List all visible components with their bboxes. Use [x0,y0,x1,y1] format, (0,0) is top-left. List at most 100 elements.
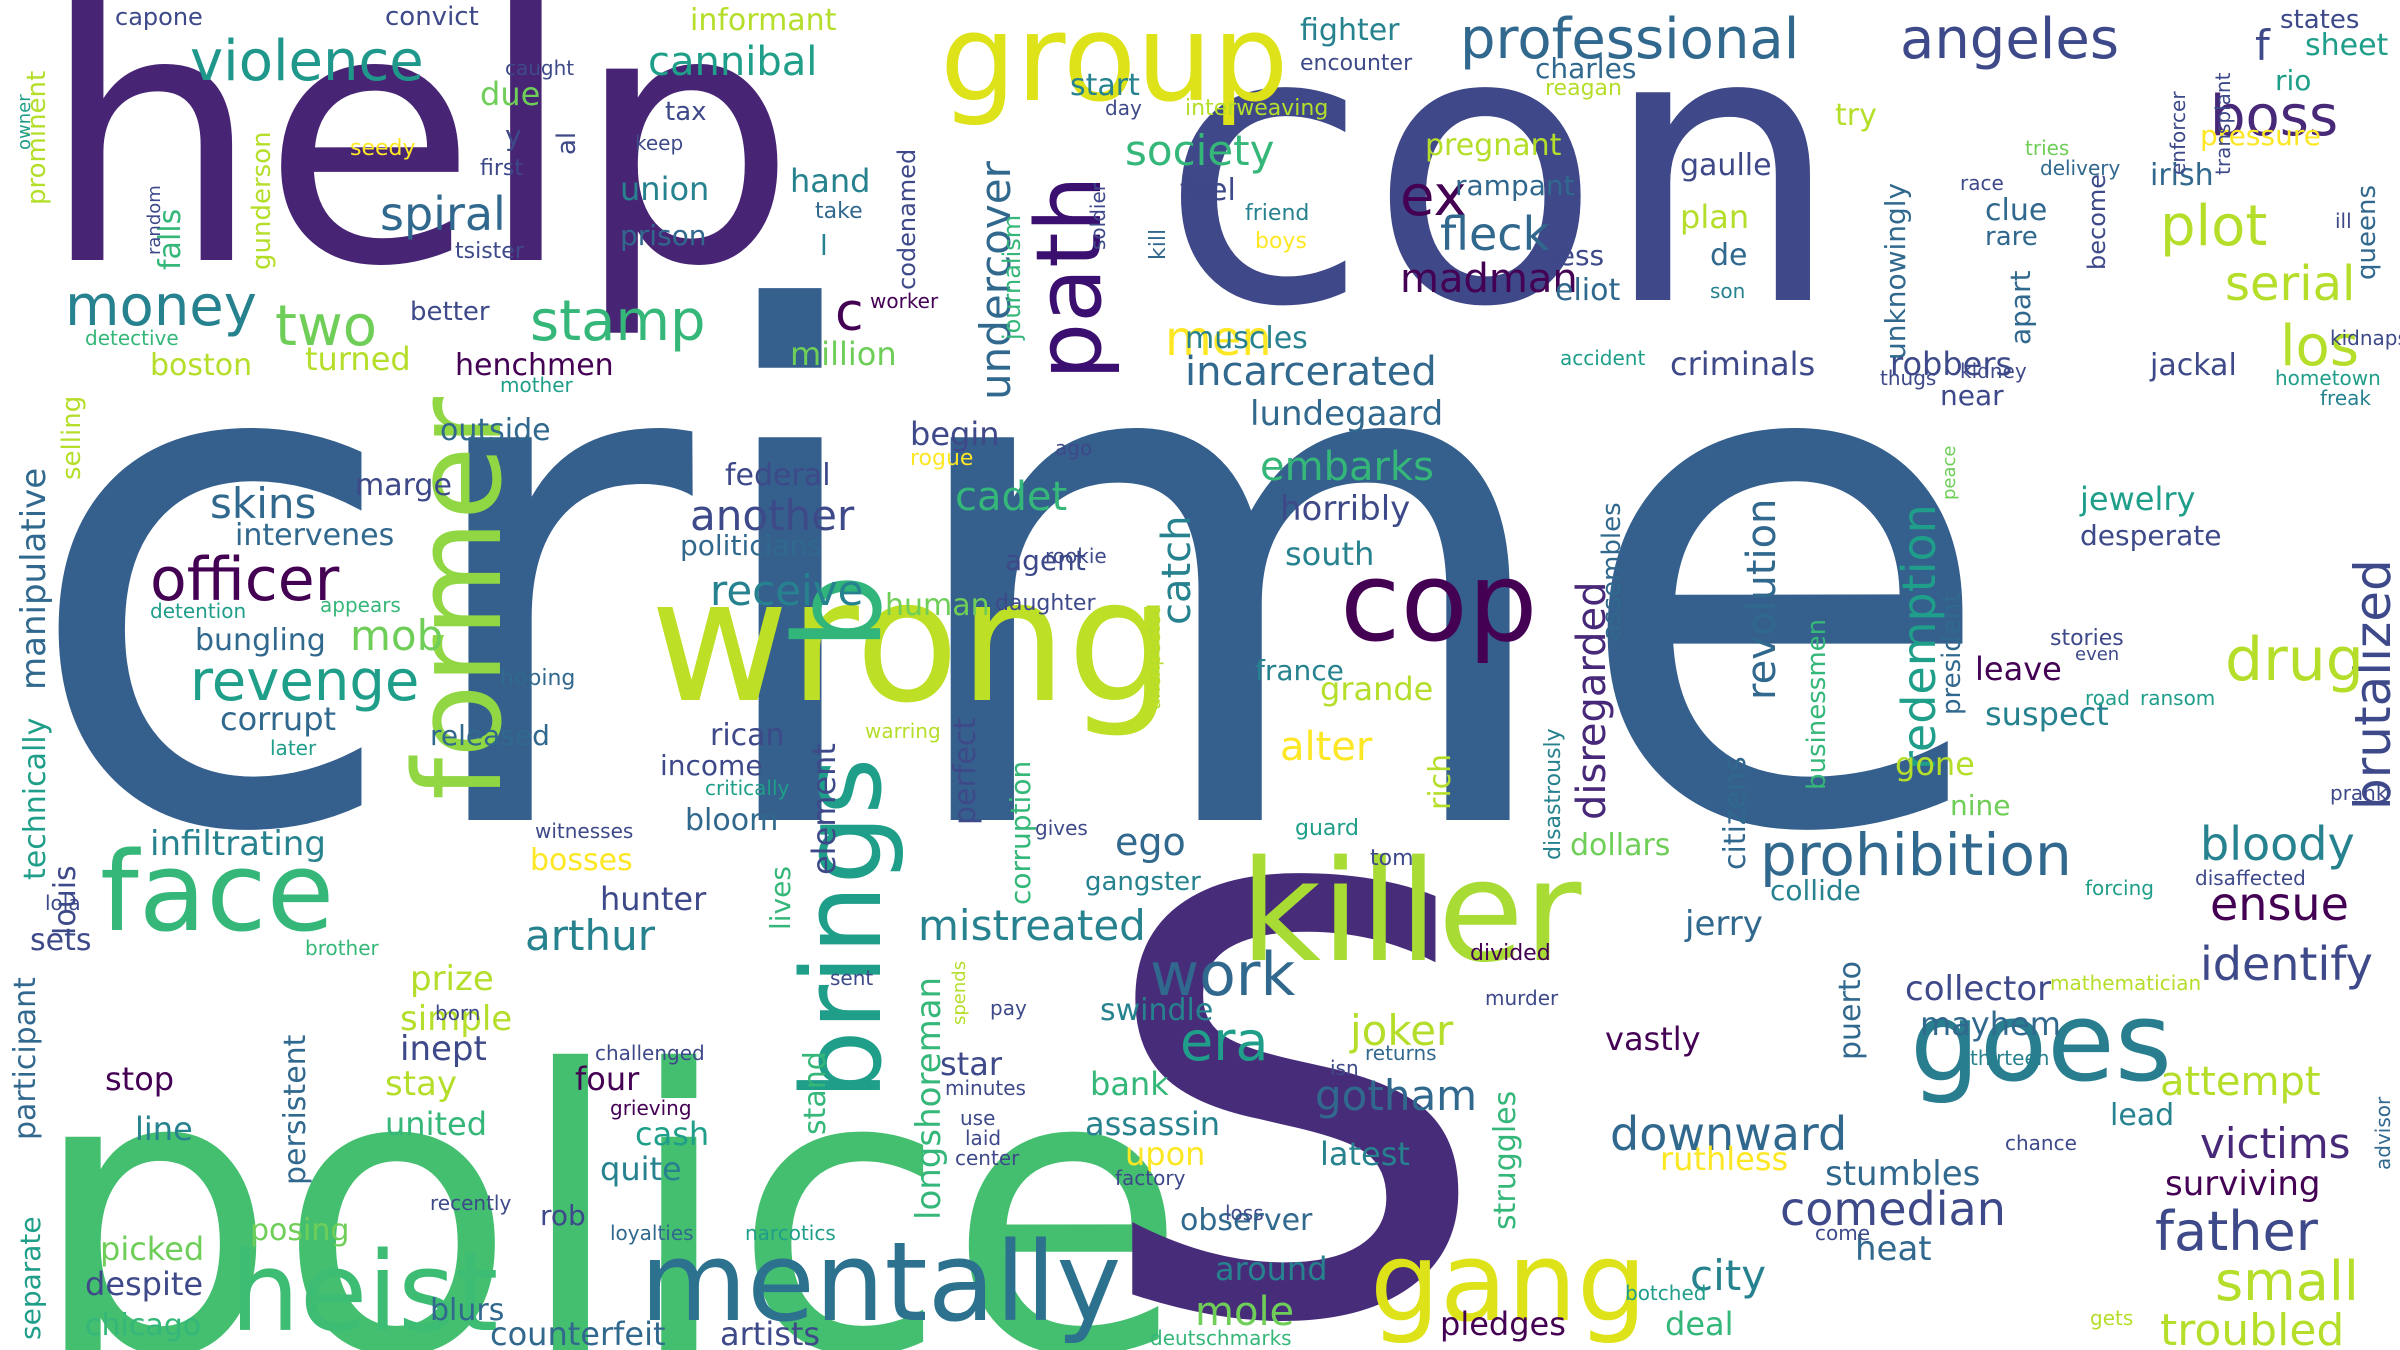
word-l: l [820,229,828,262]
word-rob: rob [540,1199,586,1232]
word-near: near [1940,379,2004,412]
word-south: south [1285,535,1374,573]
word-loyalties: loyalties [610,1221,694,1245]
word-manipulative: manipulative [14,468,54,690]
word-participant: participant [8,977,43,1140]
word-unexpected: unexpected [1144,604,1165,710]
word-random: random [144,185,165,255]
word-persistent: persistent [278,1034,313,1185]
word-disregarded: disregarded [1569,581,1615,820]
word-advisor: advisor [2371,1096,2395,1170]
word-bank: bank [1090,1065,1169,1103]
word-undercover: undercover [971,160,1020,400]
word-pressure: pressure [2200,119,2321,152]
word-codenamed: codenamed [893,149,921,290]
word-hand: hand [790,162,870,200]
word-thugs: thugs [1880,366,1936,390]
word-ensue: ensue [2210,877,2349,931]
word-nine: nine [1950,789,2011,822]
word-two: two [275,294,377,359]
word-soldier: soldier [1086,182,1110,250]
word-men: men [1165,311,1272,367]
word-picked: picked [100,1230,204,1268]
word-race: race [1960,171,2004,195]
word-human: human [885,588,990,623]
word-incarcerated: incarcerated [1185,349,1437,395]
word-pay: pay [990,996,1027,1020]
word-rare: rare [1985,222,2038,252]
word-mathematician: mathematician [2050,971,2201,995]
word-revolution: revolution [1739,499,1785,700]
word-kidney: kidney [1960,359,2027,383]
word-united: united [385,1105,487,1143]
word-troubled: troubled [2160,1305,2344,1350]
word-tax: tax [665,97,707,127]
word-prominent: prominent [22,71,52,205]
word-rican: rican [710,718,785,753]
word-thirteen: thirteen [1970,1046,2049,1070]
word-sets: sets [30,923,91,958]
word-informant: informant [690,3,837,38]
word-deal: deal [1665,1305,1734,1343]
word-warring: warring [865,719,941,743]
word-rookie: rookie [1045,544,1107,568]
word-enforcer: enforcer [2166,91,2190,175]
word-chicago: chicago [85,1308,201,1343]
word-first: first [480,156,523,181]
word-mentally: mentally [640,1218,1121,1346]
word-divided: divided [1470,941,1551,966]
word-isn: isn [1330,1056,1359,1080]
word-begin: begin [910,415,999,453]
word-center: center [955,1146,1020,1170]
word-collector: collector [1905,969,2051,1009]
word-sent: sent [830,966,873,990]
word-f: f [2255,21,2271,70]
word-unknowingly: unknowingly [1879,183,1912,360]
word-officer: officer [150,545,340,615]
word-corrupt: corrupt [220,700,336,738]
word-guard: guard [1295,816,1359,841]
word-kidnaps: kidnaps [2330,326,2400,350]
word-angeles: angeles [1900,7,2119,72]
word-chance: chance [2005,1131,2077,1155]
word-laid: laid [965,1126,1001,1150]
word-stumbles: stumbles [1825,1154,1980,1194]
word-union: union [620,170,709,208]
word-star: star [940,1045,1003,1083]
word-ruthless: ruthless [1660,1140,1788,1178]
word-bosses: bosses [530,843,633,878]
word-professional: professional [1460,7,1799,72]
word-henchmen: henchmen [455,348,614,383]
word-heat: heat [1855,1229,1932,1269]
word-better: better [410,297,490,327]
word-ill: ill [2335,209,2352,233]
word-drug: drug [2225,625,2364,695]
word-sheet: sheet [2305,28,2389,63]
word-politicians: politicians [680,529,822,562]
word-embarks: embarks [1260,444,1434,490]
word-comedian: comedian [1780,1182,2006,1236]
word-friend: friend [1245,201,1309,226]
word-loss: loss [1225,1201,1264,1225]
word-bloom: bloom [685,803,778,838]
word-father: father [2155,1200,2319,1263]
word-al: al [552,132,582,155]
word-society: society [1125,126,1275,175]
word-cannibal: cannibal [648,39,817,85]
word-clue: clue [1985,193,2047,228]
word-pledges: pledges [1440,1305,1566,1343]
word-daughter: daughter [995,591,1096,616]
word-grande: grande [1320,670,1433,708]
word-around: around [1215,1250,1328,1288]
word-wrong: wrong [650,543,1175,741]
word-recently: recently [430,1191,511,1215]
word-disaffected: disaffected [2195,866,2306,890]
word-minutes: minutes [945,1076,1026,1100]
word-federal: federal [725,458,831,493]
word-eliot: eliot [1555,273,1620,308]
word-born: born [435,1001,480,1025]
word-gone: gone [1895,745,1975,783]
word-delivery: delivery [2040,156,2120,180]
word-mob: mob [350,611,443,660]
word-gangster: gangster [1085,867,1201,897]
